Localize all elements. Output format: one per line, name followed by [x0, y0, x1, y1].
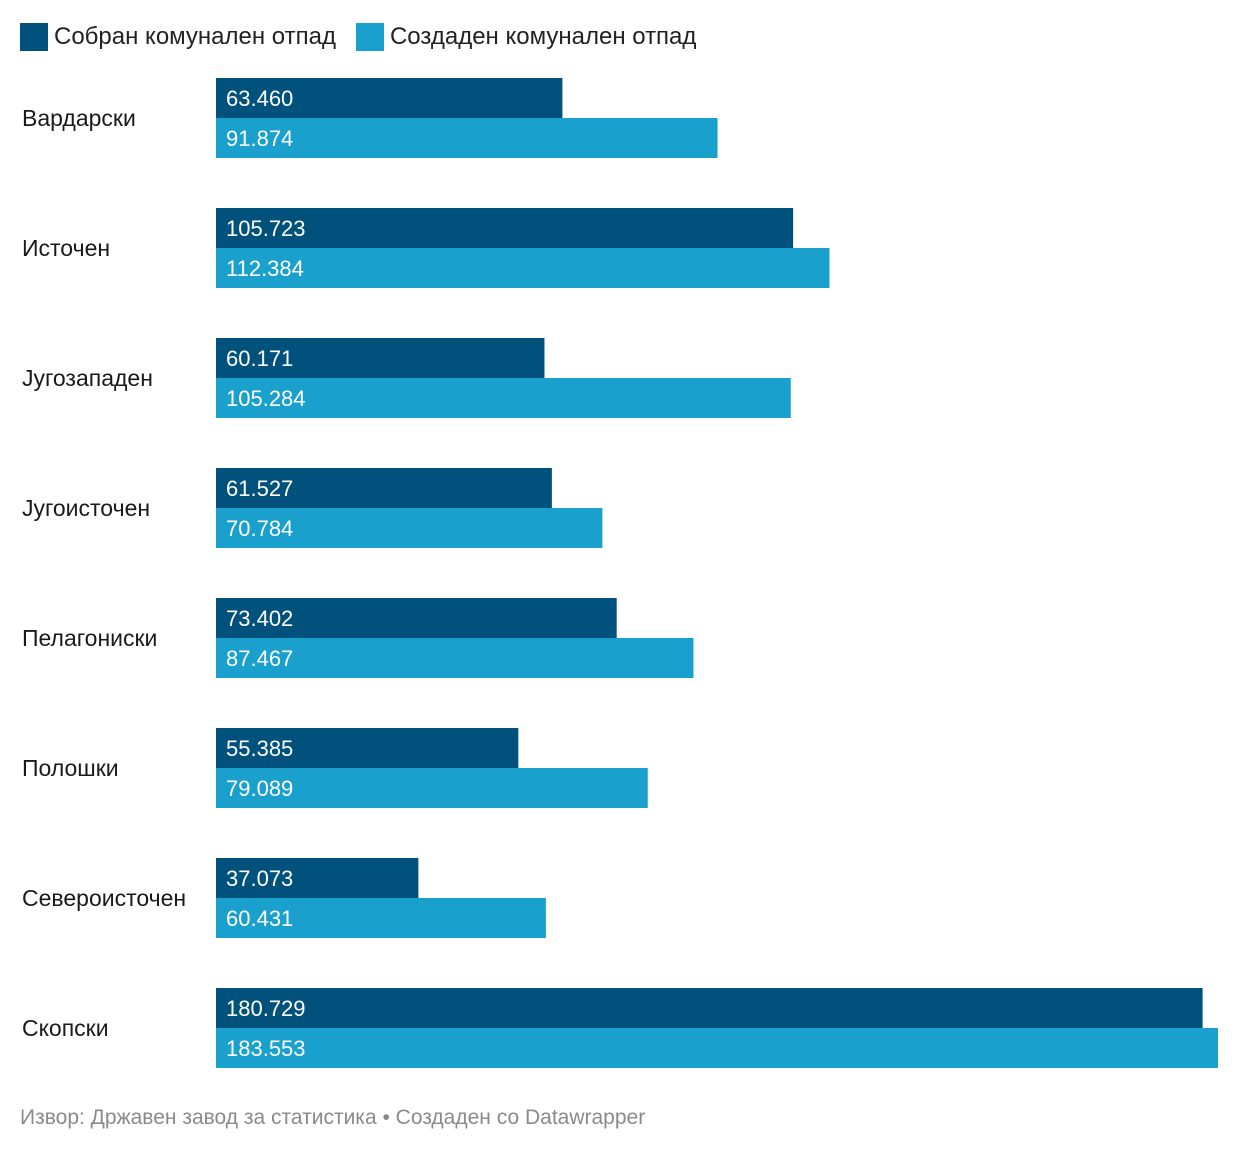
bar-generated: [216, 898, 546, 938]
bar-value-label: 61.527: [226, 476, 293, 501]
bar-generated: [216, 508, 603, 548]
bar-collected: [216, 468, 552, 508]
legend-label-generated: Создаден комунален отпад: [389, 23, 697, 50]
legend-swatch-collected: [20, 23, 48, 51]
bar-generated: [216, 118, 718, 158]
bar-value-label: 112.384: [226, 256, 304, 281]
bar-value-label: 183.553: [226, 1036, 306, 1061]
bar-collected: [216, 598, 617, 638]
bar-collected: [216, 728, 519, 768]
bar-collected: [216, 988, 1203, 1028]
bar-value-label: 70.784: [226, 516, 293, 541]
bar-value-label: 79.089: [226, 776, 293, 801]
bar-generated: [216, 1028, 1218, 1068]
bar-value-label: 55.385: [226, 736, 293, 761]
bar-collected: [216, 78, 563, 118]
bar-value-label: 180.729: [226, 996, 306, 1021]
bar-generated: [216, 378, 791, 418]
category-label: Североисточен: [22, 885, 186, 911]
category-label: Југозападен: [22, 365, 153, 391]
bar-generated: [216, 248, 830, 288]
category-label: Вардарски: [22, 105, 136, 131]
category-label: Источен: [22, 235, 110, 261]
bar-generated: [216, 638, 694, 678]
bar-value-label: 105.284: [226, 386, 306, 411]
bar-collected: [216, 858, 419, 898]
legend-label-collected: Собран комунален отпад: [54, 23, 336, 50]
bar-value-label: 60.171: [226, 346, 293, 371]
legend-item-collected: Собран комунален отпад: [20, 23, 336, 51]
category-label: Пелагониски: [22, 625, 157, 651]
bar-collected: [216, 208, 794, 248]
bar-value-label: 37.073: [226, 866, 293, 891]
chart-legend: Собран комунален отпад Создаден комунале…: [20, 22, 716, 52]
bar-value-label: 105.723: [226, 216, 306, 241]
legend-item-generated: Создаден комунален отпад: [355, 23, 697, 51]
bar-chart: Вардарски 63.460 91.874 Источен 105.723 112.3…: [22, 78, 1218, 1068]
bar-value-label: 73.402: [226, 606, 293, 631]
bar-collected: [216, 338, 545, 378]
bar-value-label: 87.467: [226, 646, 293, 671]
category-label: Скопски: [22, 1015, 109, 1041]
bar-value-label: 63.460: [226, 86, 293, 111]
source-footer: Извор: Државен завод за статистика • Соз…: [20, 1106, 646, 1129]
category-label: Југоисточен: [22, 495, 150, 521]
bar-value-label: 91.874: [226, 126, 293, 151]
category-label: Полошки: [22, 755, 119, 781]
bar-value-label: 60.431: [226, 906, 293, 931]
legend-swatch-generated: [355, 23, 384, 51]
bar-generated: [216, 768, 648, 808]
